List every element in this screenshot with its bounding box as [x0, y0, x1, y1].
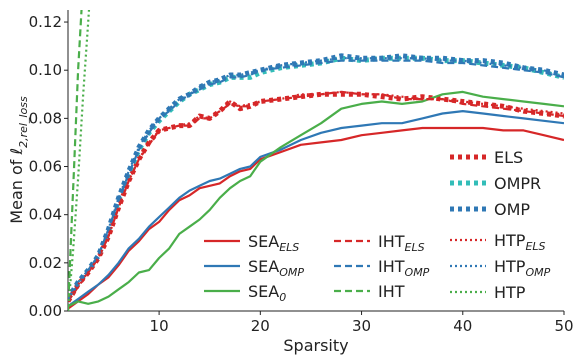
legend-label-htp-dotted: HTP — [494, 283, 526, 302]
legend-label-subscript: ELS — [279, 241, 299, 254]
legend-label-htp-omp-dotted: HTPOMP — [494, 257, 551, 279]
x-axis-label: Sparsity — [283, 336, 348, 355]
y-axis-label-subscript: 2,rel_loss — [17, 96, 30, 148]
legend-label-omp-dotted-bold: OMP — [494, 200, 530, 219]
series-line-sea-0-solid — [68, 90, 564, 308]
y-tick-label: 0.08 — [29, 109, 62, 127]
legend-label-main: IHT — [378, 282, 405, 301]
legend-label-main: SEA — [248, 232, 279, 251]
legend-label-subscript: OMP — [279, 266, 304, 279]
legend-label-iht-els-dashed: IHTELS — [378, 232, 425, 254]
legend-label-subscript: OMP — [525, 266, 550, 279]
series-line-iht-els-dashed — [68, 90, 564, 303]
legend-label-htp-els-dotted: HTPELS — [494, 231, 546, 253]
y-tick-label: 0.02 — [29, 254, 62, 272]
series-line-omp-dotted-bold — [68, 53, 564, 301]
series-line-iht-omp-dashed — [68, 59, 564, 300]
x-tick-label: 10 — [150, 317, 169, 335]
series-line-sea-els-solid — [68, 126, 564, 310]
legend-label-subscript: 0 — [279, 291, 286, 304]
y-tick-label: 0.04 — [29, 206, 62, 224]
legend-label-main: ELS — [494, 148, 523, 167]
y-axis-label-main: Mean of ℓ — [7, 148, 26, 224]
legend: ELSOMPROMPSEAELSSEAOMPSEA0IHTELSIHTOMPIH… — [204, 148, 551, 304]
x-tick-label: 40 — [453, 317, 472, 335]
legend-label-main: HTP — [494, 231, 526, 250]
legend-label-main: OMP — [494, 200, 530, 219]
axes: 10 20 30 40 50 0.00 0.02 0.04 0.06 0.08 0.10 0.12 — [29, 10, 574, 335]
legend-label-els-dotted-bold: ELS — [494, 148, 523, 167]
y-tick-label: 0.00 — [29, 302, 62, 320]
series-line-htp-els-dotted — [68, 90, 564, 302]
series-line-iht-dashed — [68, 10, 83, 311]
legend-label-main: IHT — [378, 232, 405, 251]
x-tick-label: 20 — [251, 317, 270, 335]
y-tick-label: 0.12 — [29, 13, 62, 31]
legend-label-sea-els-solid: SEAELS — [248, 232, 299, 254]
legend-label-iht-omp-dashed: IHTOMP — [378, 257, 430, 279]
legend-label-sea-omp-solid: SEAOMP — [248, 257, 304, 279]
legend-label-subscript: OMP — [405, 266, 430, 279]
series-line-htp-dotted — [68, 10, 91, 311]
x-tick-label: 50 — [554, 317, 573, 335]
legend-label-main: IHT — [378, 257, 405, 276]
series-line-htp-omp-dotted — [68, 57, 564, 300]
series-layer — [68, 10, 564, 311]
y-axis-label: Mean of ℓ2,rel_loss — [7, 96, 30, 224]
legend-label-subscript: ELS — [525, 240, 545, 253]
legend-label-main: HTP — [494, 257, 526, 276]
legend-label-subscript: ELS — [405, 241, 425, 254]
y-tick-label: 0.10 — [29, 61, 62, 79]
series-line-sea-omp-solid — [68, 109, 564, 308]
legend-label-main: HTP — [494, 283, 526, 302]
series-line-ompr-dotted-bold — [68, 55, 564, 301]
y-tick-label: 0.06 — [29, 158, 62, 176]
legend-label-main: SEA — [248, 257, 279, 276]
legend-label-sea-0-solid: SEA0 — [248, 282, 286, 304]
legend-label-ompr-dotted-bold: OMPR — [494, 174, 541, 193]
legend-label-iht-dashed: IHT — [378, 282, 405, 301]
x-tick-label: 30 — [352, 317, 371, 335]
legend-label-main: OMPR — [494, 174, 541, 193]
legend-label-main: SEA — [248, 282, 279, 301]
series-line-els-dotted-bold — [68, 91, 564, 303]
